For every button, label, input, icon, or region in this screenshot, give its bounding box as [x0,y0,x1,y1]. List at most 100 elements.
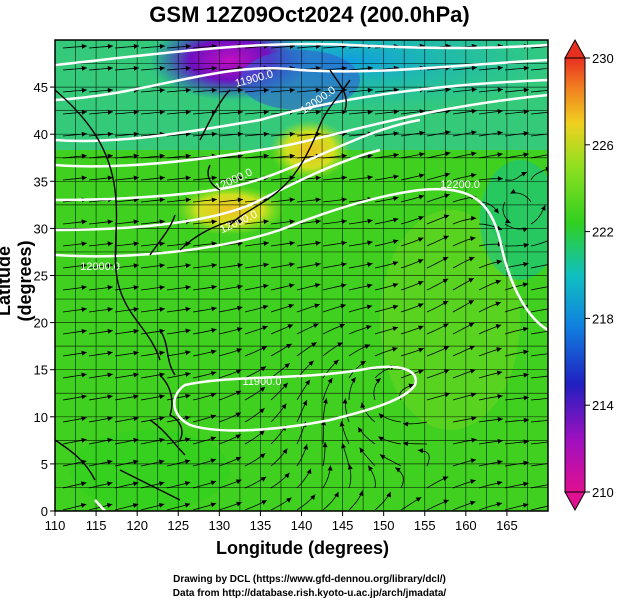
streamline-arrowhead [107,241,113,247]
streamline-arrowhead [159,65,165,71]
streamline-arrowhead [289,219,295,225]
streamline [530,419,548,423]
streamline-arrowhead [471,151,477,157]
streamline-arrowhead [263,219,269,225]
streamline-arrowhead [210,349,217,355]
streamline-arrowhead [236,501,242,507]
chart-title: GSM 12Z09Oct2024 (200.0hPa) [149,2,470,27]
streamline-arrowhead [392,326,398,332]
streamline-arrowhead [417,303,424,308]
streamline-arrowhead [263,283,269,289]
streamline-arrowhead [286,497,292,503]
streamline-arrowhead [418,194,425,200]
streamline-arrowhead [550,417,556,423]
shaded-field [55,40,548,511]
streamline-arrowhead [315,240,321,246]
x-tick-label: 135 [250,518,272,533]
streamline-arrowhead [185,393,191,399]
streamline-arrowhead [342,398,348,404]
streamline-arrowhead [133,350,139,356]
streamline-arrowhead [80,503,87,508]
streamline-arrowhead [107,459,113,465]
streamline-arrowhead [261,346,267,351]
colorbar-tick-label: 222 [592,225,614,240]
streamline-arrowhead [443,235,449,241]
streamline-arrowhead [496,501,502,507]
streamline-arrowhead [185,285,191,290]
streamline-arrowhead [314,282,321,288]
y-tick-label: 5 [41,457,48,472]
streamline-arrowhead [523,131,529,136]
streamline-arrowhead [237,87,243,93]
streamline-arrowhead [288,283,295,289]
streamline-arrowhead [236,348,242,353]
streamline-arrowhead [106,481,113,487]
streamline-arrowhead [468,322,475,328]
streamline-arrowhead [159,87,165,93]
streamline-arrowhead [350,377,356,383]
streamline-arrowhead [211,197,217,203]
streamline-arrowhead [445,87,451,93]
streamline-arrowhead [495,324,502,329]
streamline-arrowhead [81,263,87,269]
credit-drawing: Drawing by DCL (https://www.gfd-dennou.o… [173,574,446,585]
streamline-arrowhead [289,262,295,268]
streamline-arrowhead [341,65,347,71]
streamline-arrowhead [81,394,87,400]
streamline-arrowhead [287,324,294,329]
streamline-arrowhead [549,502,555,508]
y-tick-label: 25 [34,269,48,284]
streamline-arrowhead [159,153,165,159]
streamline-arrowhead [81,285,87,291]
streamline-arrowhead [522,326,529,332]
streamline-arrowhead [393,131,399,137]
streamline-arrowhead [237,153,243,159]
streamline-arrowhead [347,464,353,470]
streamline-arrowhead [133,307,139,312]
streamline-arrowhead [107,328,113,334]
streamline-arrowhead [107,350,113,356]
streamline-arrowhead [315,87,321,93]
streamline-arrowhead [284,363,290,369]
streamline-arrowhead [417,281,424,286]
streamline-arrowhead [263,262,269,268]
streamline-arrowhead [403,421,409,427]
streamline-arrowhead [159,219,165,225]
streamline-arrowhead [107,175,113,181]
streamline-arrowhead [310,494,316,500]
streamline-arrowhead [523,395,529,401]
streamline-arrowhead [158,459,165,465]
streamline-arrowhead [263,241,269,246]
streamline-arrowhead [418,325,424,331]
colorbar-tick-label: 218 [592,311,614,326]
streamline-arrowhead [496,370,503,376]
y-tick-label: 15 [34,363,48,378]
streamline-arrowhead [282,448,288,455]
streamline-arrowhead [107,306,113,312]
streamline [530,240,548,247]
streamline-arrowhead [81,65,87,71]
streamline-arrowhead [469,500,476,506]
streamline-arrowhead [81,175,87,181]
y-tick-label: 30 [34,221,48,236]
streamline-arrowhead [185,43,191,49]
x-tick-label: 165 [496,518,518,533]
x-tick-label: 150 [373,518,395,533]
streamline-arrowhead [210,480,217,486]
streamline-arrowhead [497,176,503,182]
streamline-arrowhead [159,109,165,115]
streamline [530,111,548,115]
streamline-arrowhead [444,172,451,178]
streamline-arrowhead [289,87,295,93]
streamline-arrowhead [358,490,364,496]
colorbar-tick-label: 214 [592,398,614,413]
streamline-arrowhead [185,328,191,334]
streamline-arrowhead [106,502,113,508]
streamline-arrowhead [260,366,267,372]
streamline-arrowhead [261,500,267,505]
streamline-arrowhead [468,278,474,283]
streamline-arrowhead [334,491,339,498]
streamline-arrowhead [360,402,366,408]
streamline-arrowhead [497,87,503,93]
streamline-arrowhead [523,460,529,466]
